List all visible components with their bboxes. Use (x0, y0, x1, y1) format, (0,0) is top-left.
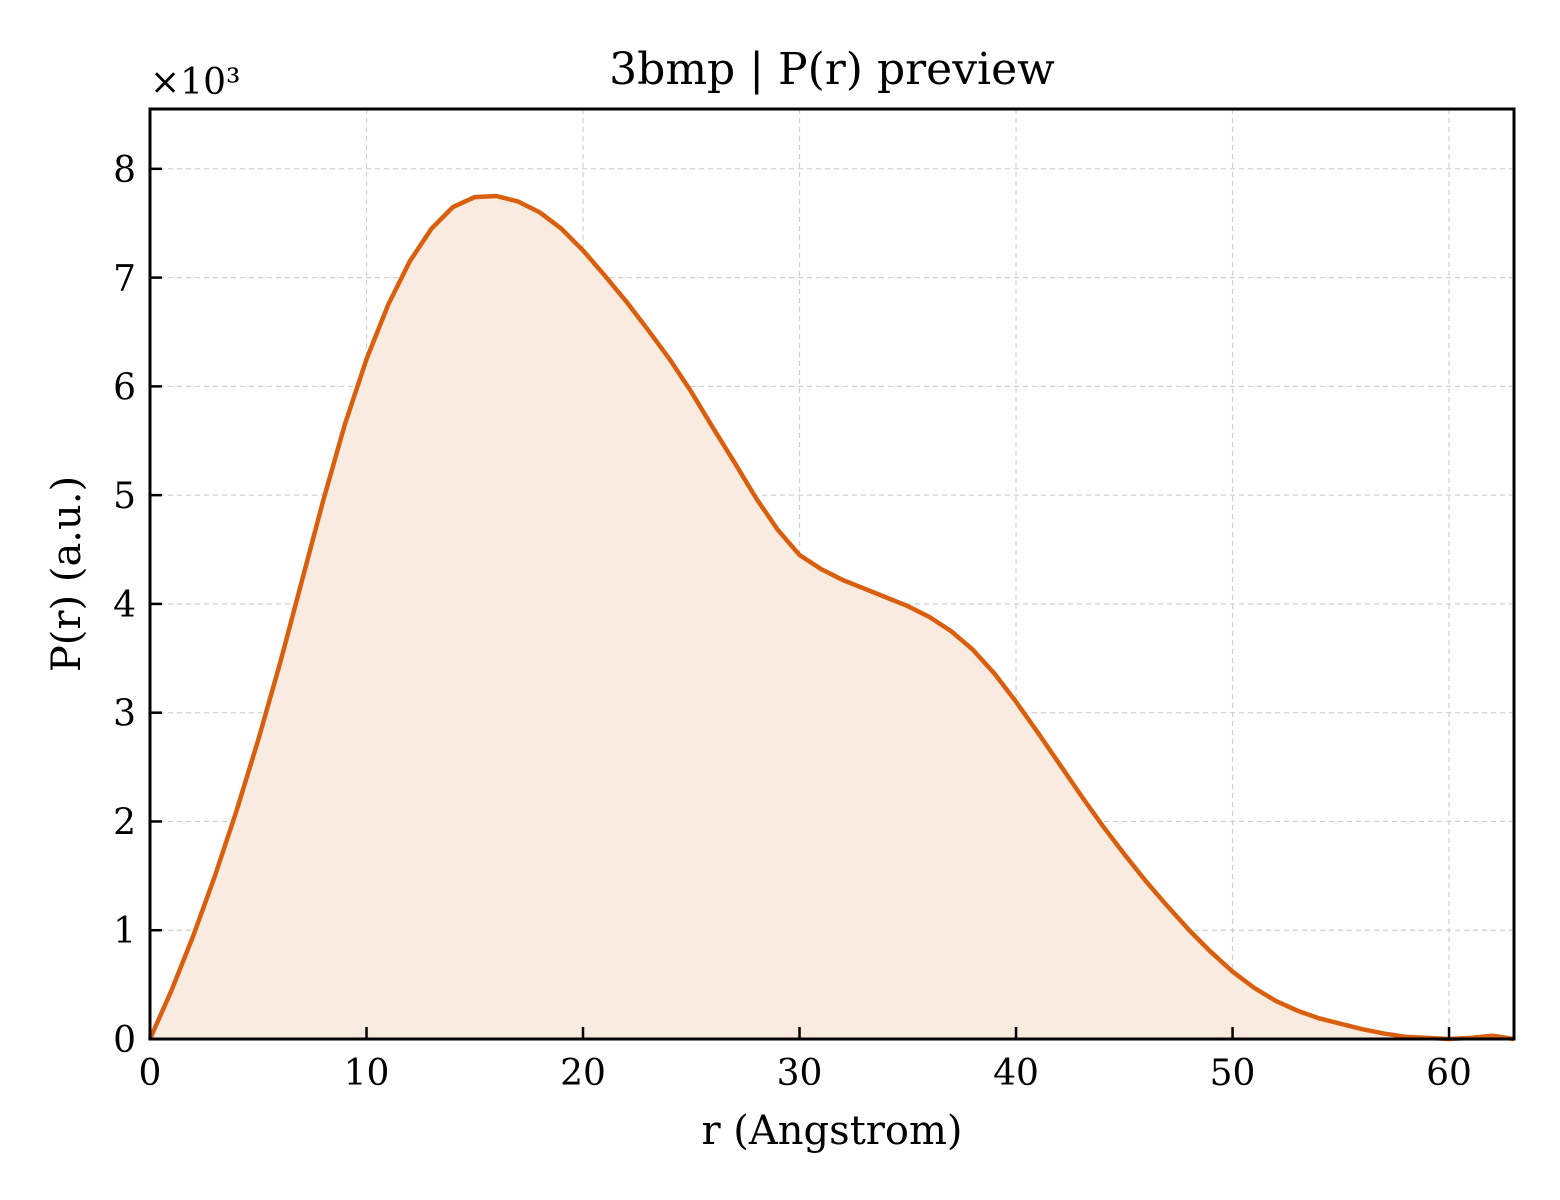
x-tick-label: 30 (777, 1053, 823, 1094)
y-tick-label: 2 (113, 802, 136, 843)
x-tick-label: 50 (1210, 1053, 1256, 1094)
y-tick-label: 3 (113, 694, 136, 735)
y-tick-label: 0 (113, 1020, 136, 1061)
x-tick-label: 20 (560, 1053, 606, 1094)
plot-frame (148, 107, 1516, 1041)
x-tick-label: 60 (1426, 1053, 1472, 1094)
y-axis-multiplier: ×10³ (150, 62, 240, 103)
y-tick-label: 5 (113, 476, 136, 517)
area-fill (150, 196, 1514, 1039)
y-tick-label: 7 (113, 259, 136, 300)
y-axis-label: P(r) (a.u.) (44, 476, 90, 672)
x-tick-label: 10 (344, 1053, 390, 1094)
series-line (147, 193, 1515, 1042)
x-tick-label: 40 (993, 1053, 1039, 1094)
x-axis-label: r (Angstrom) (701, 1108, 962, 1154)
y-tick-label: 4 (113, 585, 136, 626)
y-tick-label: 8 (113, 150, 136, 191)
chart-title: 3bmp | P(r) preview (609, 44, 1055, 95)
x-tick-label: 0 (139, 1053, 162, 1094)
y-tick-label: 1 (113, 911, 136, 952)
y-tick-label: 6 (113, 367, 136, 408)
axis-ticks: 0 10 20 30 40 50 60 0 1 2 3 4 5 6 7 8 (113, 150, 1472, 1094)
